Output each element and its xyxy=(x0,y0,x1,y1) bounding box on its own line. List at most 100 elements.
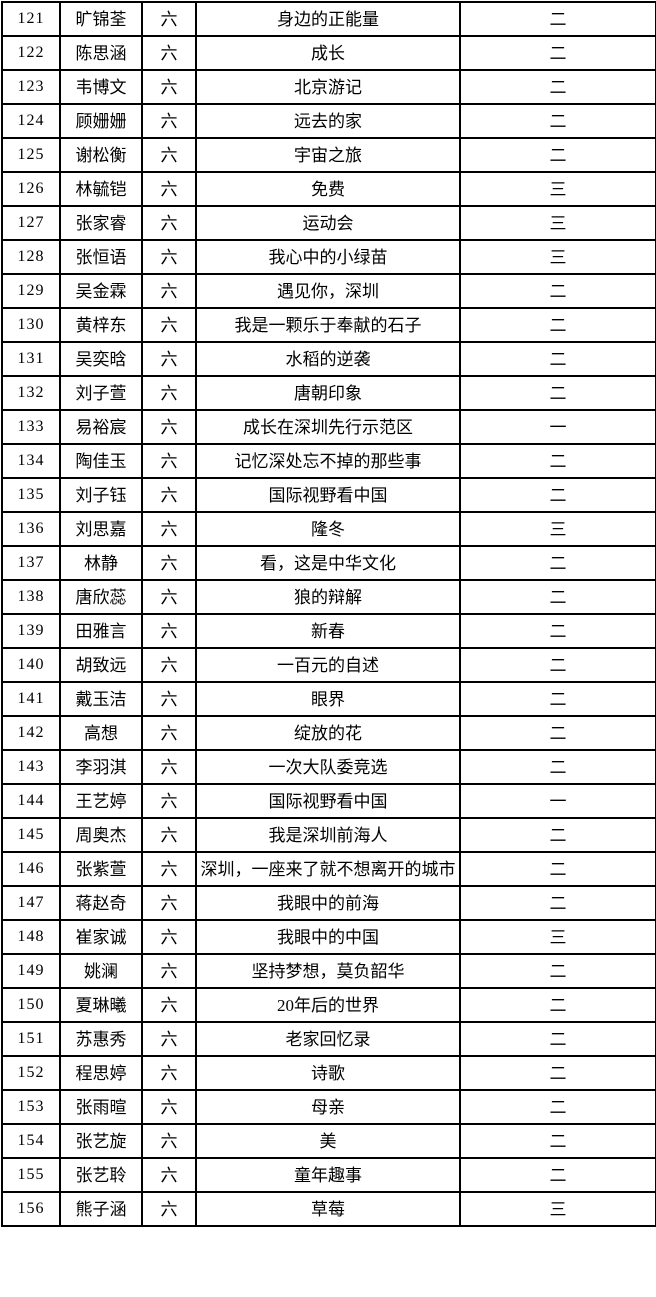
essay-title-cell: 记忆深处忘不掉的那些事 xyxy=(195,443,461,479)
table-row: 139 田雅言六新春二 xyxy=(1,613,656,649)
grade-cell: 六 xyxy=(141,919,197,955)
table-row: 136 刘思嘉六隆冬三 xyxy=(1,511,656,547)
grade-cell: 六 xyxy=(141,239,197,275)
table-row: 140 胡致远六一百元的自述二 xyxy=(1,647,656,683)
row-number-cell: 135 xyxy=(1,477,61,513)
student-name-cell: 张恒语 xyxy=(59,239,143,275)
grade-cell: 六 xyxy=(141,783,197,819)
award-level-cell: 三 xyxy=(459,919,656,955)
table-row: 151 苏惠秀六老家回忆录二 xyxy=(1,1021,656,1057)
student-name-cell: 林毓铠 xyxy=(59,171,143,207)
row-number-cell: 153 xyxy=(1,1089,61,1125)
essay-title-cell: 老家回忆录 xyxy=(195,1021,461,1057)
table-row: 127 张家睿六运动会三 xyxy=(1,205,656,241)
grade-cell: 六 xyxy=(141,1191,197,1227)
row-number-cell: 133 xyxy=(1,409,61,445)
grade-cell: 六 xyxy=(141,579,197,615)
row-number-cell: 122 xyxy=(1,35,61,71)
award-level-cell: 二 xyxy=(459,953,656,989)
row-number-cell: 154 xyxy=(1,1123,61,1159)
student-name-cell: 易裕宸 xyxy=(59,409,143,445)
student-name-cell: 张艺旋 xyxy=(59,1123,143,1159)
row-number-cell: 139 xyxy=(1,613,61,649)
student-name-cell: 张家睿 xyxy=(59,205,143,241)
row-number-cell: 127 xyxy=(1,205,61,241)
row-number-cell: 149 xyxy=(1,953,61,989)
essay-title-cell: 母亲 xyxy=(195,1089,461,1125)
student-name-cell: 顾姗姗 xyxy=(59,103,143,139)
table-row: 135 刘子钰六国际视野看中国二 xyxy=(1,477,656,513)
student-name-cell: 张雨暄 xyxy=(59,1089,143,1125)
grade-cell: 六 xyxy=(141,885,197,921)
table-row: 155 张艺聆六童年趣事二 xyxy=(1,1157,656,1193)
table-row: 143 李羽淇六一次大队委竞选二 xyxy=(1,749,656,785)
award-level-cell: 二 xyxy=(459,1157,656,1193)
grade-cell: 六 xyxy=(141,1123,197,1159)
grade-cell: 六 xyxy=(141,35,197,71)
award-level-cell: 二 xyxy=(459,851,656,887)
row-number-cell: 151 xyxy=(1,1021,61,1057)
table-row: 123 韦博文六北京游记二 xyxy=(1,69,656,105)
table-row: 131 吴奕晗六水稻的逆袭二 xyxy=(1,341,656,377)
grade-cell: 六 xyxy=(141,477,197,513)
award-level-cell: 二 xyxy=(459,817,656,853)
essay-title-cell: 国际视野看中国 xyxy=(195,477,461,513)
student-name-cell: 张紫萱 xyxy=(59,851,143,887)
grade-cell: 六 xyxy=(141,545,197,581)
student-name-cell: 林静 xyxy=(59,545,143,581)
table-row: 133 易裕宸六成长在深圳先行示范区一 xyxy=(1,409,656,445)
row-number-cell: 121 xyxy=(1,1,61,37)
essay-title-cell: 成长在深圳先行示范区 xyxy=(195,409,461,445)
essay-title-cell: 遇见你，深圳 xyxy=(195,273,461,309)
student-name-cell: 吴奕晗 xyxy=(59,341,143,377)
essay-title-cell: 坚持梦想，莫负韶华 xyxy=(195,953,461,989)
essay-title-cell: 宇宙之旅 xyxy=(195,137,461,173)
grade-cell: 六 xyxy=(141,1089,197,1125)
row-number-cell: 142 xyxy=(1,715,61,751)
grade-cell: 六 xyxy=(141,953,197,989)
student-name-cell: 黄梓东 xyxy=(59,307,143,343)
award-level-cell: 二 xyxy=(459,647,656,683)
table-row: 122 陈思涵六成长二 xyxy=(1,35,656,71)
grade-cell: 六 xyxy=(141,851,197,887)
table-row: 154 张艺旋六美二 xyxy=(1,1123,656,1159)
table-row: 144 王艺婷六国际视野看中国一 xyxy=(1,783,656,819)
row-number-cell: 140 xyxy=(1,647,61,683)
student-name-cell: 戴玉洁 xyxy=(59,681,143,717)
student-name-cell: 韦博文 xyxy=(59,69,143,105)
award-level-cell: 二 xyxy=(459,613,656,649)
award-level-cell: 三 xyxy=(459,511,656,547)
grade-cell: 六 xyxy=(141,613,197,649)
table-row: 150 夏琳曦六 20年后的世界二 xyxy=(1,987,656,1023)
student-name-cell: 熊子涵 xyxy=(59,1191,143,1227)
row-number-cell: 156 xyxy=(1,1191,61,1227)
row-number-cell: 131 xyxy=(1,341,61,377)
table-row: 152 程思婷六诗歌二 xyxy=(1,1055,656,1091)
essay-title-cell: 我眼中的前海 xyxy=(195,885,461,921)
row-number-cell: 148 xyxy=(1,919,61,955)
student-name-cell: 苏惠秀 xyxy=(59,1021,143,1057)
student-name-cell: 张艺聆 xyxy=(59,1157,143,1193)
award-level-cell: 一 xyxy=(459,783,656,819)
essay-title-cell: 看，这是中华文化 xyxy=(195,545,461,581)
essay-title-cell: 童年趣事 xyxy=(195,1157,461,1193)
row-number-cell: 125 xyxy=(1,137,61,173)
table-row: 149 姚澜六坚持梦想，莫负韶华二 xyxy=(1,953,656,989)
award-level-cell: 二 xyxy=(459,1123,656,1159)
row-number-cell: 130 xyxy=(1,307,61,343)
award-level-cell: 二 xyxy=(459,69,656,105)
essay-title-cell: 20年后的世界 xyxy=(195,987,461,1023)
student-name-cell: 姚澜 xyxy=(59,953,143,989)
award-level-cell: 二 xyxy=(459,443,656,479)
table-row: 156 熊子涵六草莓三 xyxy=(1,1191,656,1227)
grade-cell: 六 xyxy=(141,749,197,785)
essay-title-cell: 水稻的逆袭 xyxy=(195,341,461,377)
student-name-cell: 田雅言 xyxy=(59,613,143,649)
award-level-cell: 二 xyxy=(459,885,656,921)
essay-title-cell: 一百元的自述 xyxy=(195,647,461,683)
table-row: 138 唐欣蕊六狼的辩解二 xyxy=(1,579,656,615)
essay-title-cell: 绽放的花 xyxy=(195,715,461,751)
student-name-cell: 夏琳曦 xyxy=(59,987,143,1023)
grade-cell: 六 xyxy=(141,647,197,683)
essay-title-cell: 隆冬 xyxy=(195,511,461,547)
